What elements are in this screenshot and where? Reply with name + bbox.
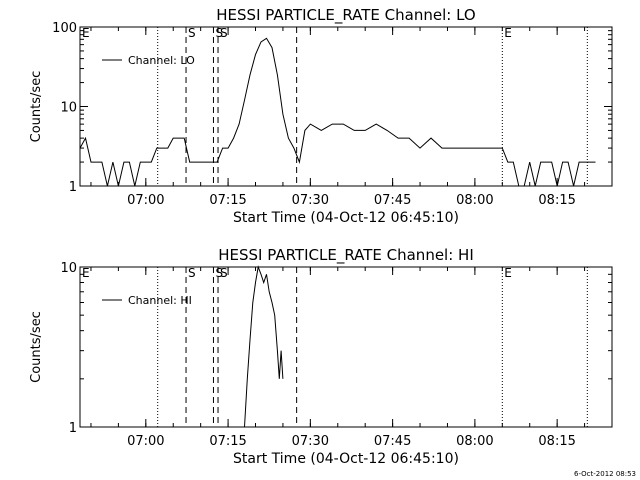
plot-frame — [79, 266, 613, 428]
series-line — [244, 265, 284, 428]
event-marker-label: S — [220, 26, 228, 40]
x-tick-label: 07:30 — [292, 193, 329, 208]
event-marker-label: S — [215, 266, 223, 280]
plot-frame — [79, 26, 613, 187]
y-axis-label: Counts/sec — [29, 311, 44, 383]
event-marker-label: S — [188, 26, 196, 40]
event-marker-label: E — [504, 266, 512, 280]
x-tick-label: 08:00 — [456, 193, 493, 208]
x-tick-label: 07:15 — [209, 193, 246, 208]
x-axis-label: Start Time (04-Oct-12 06:45:10) — [233, 451, 459, 467]
y-tick-label: 10 — [60, 261, 77, 276]
lo-channel-panel: HESSI PARTICLE_RATE Channel: LO Start Tim… — [29, 6, 613, 226]
series-line — [79, 37, 596, 187]
legend-label: Channel: LO — [128, 54, 195, 67]
event-marker-label: S — [215, 26, 223, 40]
x-tick-label: 07:15 — [209, 434, 246, 449]
x-tick-label: 07:45 — [374, 193, 411, 208]
x-tick-label: 08:15 — [538, 193, 575, 208]
x-tick-label: 07:00 — [127, 434, 164, 449]
x-tick-label: 07:30 — [292, 434, 329, 449]
event-marker-label: E — [82, 26, 90, 40]
event-marker-label: E — [82, 266, 90, 280]
event-marker-label: E — [504, 26, 512, 40]
chart-title: HESSI PARTICLE_RATE Channel: LO — [216, 6, 475, 25]
x-tick-label: 08:15 — [538, 434, 575, 449]
y-tick-label: 10 — [60, 101, 77, 116]
event-marker-label: S — [188, 266, 196, 280]
y-axis-label: Counts/sec — [29, 71, 44, 143]
x-tick-label: 08:00 — [456, 434, 493, 449]
hi-channel-panel: HESSI PARTICLE_RATE Channel: HI Start Tim… — [29, 246, 613, 467]
print-timestamp: 6-Oct-2012 08:53 — [574, 470, 636, 478]
y-tick-label: 1 — [69, 421, 77, 436]
x-axis-label: Start Time (04-Oct-12 06:45:10) — [233, 210, 459, 226]
x-tick-label: 07:45 — [374, 434, 411, 449]
chart-title: HESSI PARTICLE_RATE Channel: HI — [218, 246, 474, 265]
y-tick-label: 100 — [52, 21, 77, 36]
event-marker-label: S — [220, 266, 228, 280]
y-tick-label: 1 — [69, 180, 77, 195]
legend-label: Channel: HI — [128, 294, 192, 307]
x-tick-label: 07:00 — [127, 193, 164, 208]
